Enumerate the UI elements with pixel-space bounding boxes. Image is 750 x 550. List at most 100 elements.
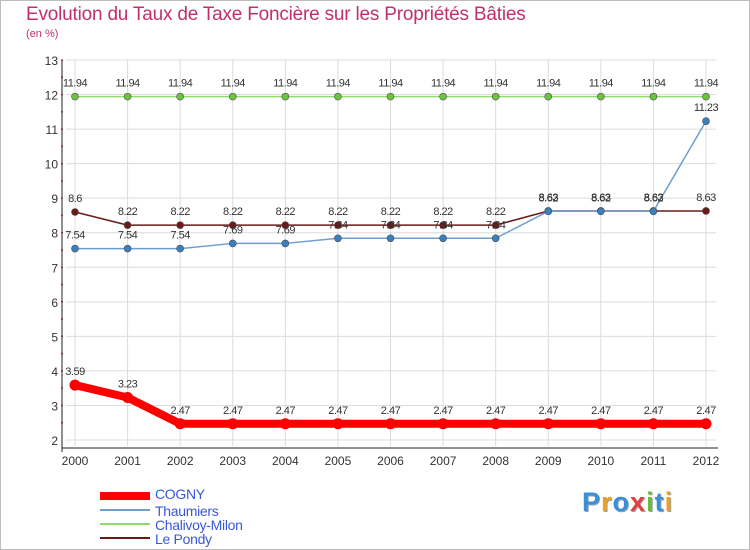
x-tick-label: 2006 bbox=[377, 454, 404, 468]
data-point-le-pondy bbox=[228, 221, 237, 229]
data-label-thaumiers: 7.54 bbox=[65, 230, 85, 242]
legend-label-le-pondy: Le Pondy bbox=[155, 531, 212, 547]
legend-swatch-chalivoy-milon bbox=[100, 523, 150, 525]
data-label-le-pondy: 8.63 bbox=[591, 192, 611, 204]
data-point-cogny bbox=[174, 418, 186, 430]
data-label-cogny: 2.47 bbox=[433, 405, 453, 417]
data-point-chalivoy-milon bbox=[334, 92, 342, 101]
data-label-cogny: 3.23 bbox=[118, 379, 138, 391]
y-tick-label: 2 bbox=[51, 434, 58, 448]
data-point-thaumiers bbox=[71, 244, 79, 253]
data-point-thaumiers bbox=[123, 244, 132, 253]
data-point-thaumiers bbox=[544, 207, 553, 216]
data-label-thaumiers: 7.84 bbox=[486, 219, 506, 231]
data-point-chalivoy-milon bbox=[176, 92, 184, 101]
data-point-chalivoy-milon bbox=[597, 92, 605, 101]
data-label-chalivoy-milon: 11.94 bbox=[484, 78, 509, 90]
data-point-chalivoy-milon bbox=[71, 92, 79, 101]
x-tick-label: 2012 bbox=[693, 454, 720, 468]
data-point-chalivoy-milon bbox=[228, 92, 237, 101]
data-label-le-pondy: 8.22 bbox=[276, 206, 296, 218]
data-label-cogny: 2.47 bbox=[591, 405, 611, 417]
data-point-cogny bbox=[542, 418, 554, 430]
data-point-cogny bbox=[69, 379, 81, 391]
data-point-cogny bbox=[227, 418, 239, 430]
data-point-le-pondy bbox=[176, 221, 184, 229]
data-label-thaumiers: 8.62 bbox=[644, 192, 664, 204]
data-label-cogny: 2.47 bbox=[696, 405, 716, 417]
data-point-thaumiers bbox=[597, 207, 605, 216]
data-label-le-pondy: 8.22 bbox=[223, 206, 243, 218]
data-label-chalivoy-milon: 11.94 bbox=[115, 78, 140, 90]
data-label-cogny: 2.47 bbox=[328, 405, 348, 417]
x-tick-label: 2005 bbox=[325, 454, 352, 468]
y-tick-label: 13 bbox=[45, 54, 59, 68]
series-lines bbox=[69, 92, 712, 430]
legend-swatch-cogny bbox=[100, 492, 150, 500]
data-label-le-pondy: 8.63 bbox=[644, 192, 664, 204]
data-label-le-pondy: 8.22 bbox=[328, 206, 348, 218]
data-label-thaumiers: 7.54 bbox=[170, 230, 190, 242]
data-label-le-pondy: 8.22 bbox=[381, 206, 401, 218]
legend-swatch-le-pondy bbox=[100, 537, 150, 539]
data-label-le-pondy: 8.63 bbox=[539, 192, 559, 204]
x-tick-label: 2010 bbox=[587, 454, 614, 468]
data-point-le-pondy bbox=[334, 221, 342, 229]
data-label-cogny: 2.47 bbox=[486, 405, 506, 417]
data-label-chalivoy-milon: 11.94 bbox=[536, 78, 561, 90]
data-label-le-pondy: 8.6 bbox=[68, 193, 82, 205]
legend-label-thaumiers: Thaumiers bbox=[155, 503, 219, 519]
data-point-thaumiers bbox=[439, 234, 447, 243]
data-label-chalivoy-milon: 11.94 bbox=[168, 78, 193, 90]
data-point-thaumiers bbox=[386, 234, 395, 243]
data-point-cogny bbox=[700, 418, 712, 430]
data-point-thaumiers bbox=[702, 117, 710, 125]
data-label-le-pondy: 8.22 bbox=[433, 206, 453, 218]
data-label-le-pondy: 8.63 bbox=[696, 192, 716, 204]
data-label-thaumiers: 7.84 bbox=[381, 219, 401, 231]
data-label-thaumiers: 11.23 bbox=[694, 102, 719, 114]
y-tick-label: 3 bbox=[51, 399, 58, 413]
data-label-chalivoy-milon: 11.94 bbox=[641, 78, 666, 90]
data-point-le-pondy bbox=[71, 208, 79, 216]
proxiti-logo: Proxiti bbox=[582, 487, 674, 517]
data-point-chalivoy-milon bbox=[649, 92, 658, 101]
data-label-chalivoy-milon: 11.94 bbox=[589, 78, 614, 90]
data-point-thaumiers bbox=[228, 239, 237, 248]
data-point-thaumiers bbox=[176, 244, 184, 253]
x-tick-label: 2009 bbox=[535, 454, 562, 468]
data-point-le-pondy bbox=[386, 221, 395, 229]
data-point-le-pondy bbox=[702, 207, 710, 215]
data-point-chalivoy-milon bbox=[544, 92, 553, 101]
y-tick-label: 6 bbox=[51, 296, 58, 310]
y-tick-label: 9 bbox=[51, 192, 58, 206]
data-label-cogny: 2.47 bbox=[539, 405, 559, 417]
y-tick-label: 11 bbox=[46, 123, 59, 137]
data-label-chalivoy-milon: 11.94 bbox=[431, 78, 456, 90]
data-label-cogny: 3.59 bbox=[65, 366, 85, 378]
data-point-thaumiers bbox=[334, 234, 342, 243]
data-labels: 8.68.22 8.22 8.22 8.22 8.22 8.22 8.22 8.228.63 8… bbox=[63, 78, 719, 417]
data-point-le-pondy bbox=[491, 221, 500, 229]
data-label-le-pondy: 8.22 bbox=[486, 206, 506, 218]
data-label-chalivoy-milon: 11.94 bbox=[326, 78, 351, 90]
data-label-chalivoy-milon: 11.94 bbox=[63, 78, 88, 90]
legend-swatch-thaumiers bbox=[100, 509, 150, 511]
data-label-thaumiers: 7.84 bbox=[433, 219, 453, 231]
x-tick-label: 2011 bbox=[641, 454, 667, 468]
data-point-le-pondy bbox=[439, 221, 447, 229]
data-label-chalivoy-milon: 11.94 bbox=[378, 78, 403, 90]
data-label-cogny: 2.47 bbox=[644, 405, 664, 417]
data-point-cogny bbox=[595, 418, 607, 430]
y-tick-label: 12 bbox=[45, 89, 59, 103]
data-point-thaumiers bbox=[491, 234, 500, 243]
x-tick-label: 2001 bbox=[114, 454, 141, 468]
data-label-cogny: 2.47 bbox=[223, 405, 243, 417]
data-label-le-pondy: 8.22 bbox=[170, 206, 190, 218]
y-axis-unit: (en %) bbox=[26, 28, 59, 40]
data-point-le-pondy bbox=[123, 221, 132, 229]
data-label-thaumiers: 8.62 bbox=[539, 192, 559, 204]
y-tick-label: 5 bbox=[51, 330, 58, 344]
data-point-le-pondy bbox=[281, 221, 290, 229]
